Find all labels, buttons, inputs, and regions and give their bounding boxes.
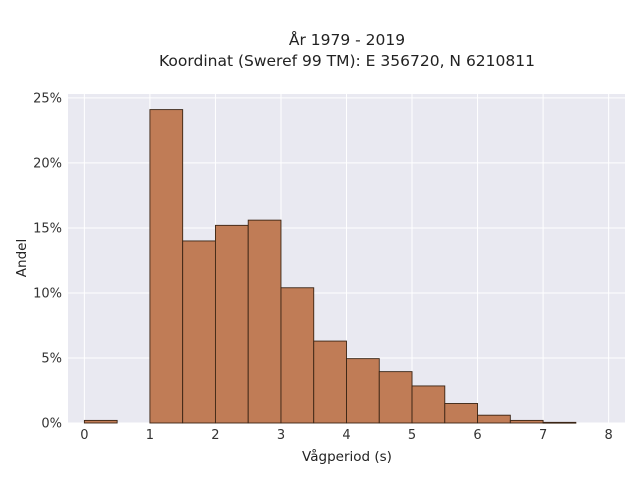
histogram-bar [444,403,479,424]
y-tick-label: 15% [33,221,62,236]
x-tick-label: 6 [473,428,481,443]
x-tick-label: 2 [211,428,219,443]
y-tick-label: 5% [41,351,62,366]
x-tick-label: 5 [408,428,416,443]
y-tick-label: 10% [33,286,62,301]
x-tick-label: 7 [539,428,547,443]
histogram-bar [149,109,184,424]
histogram-bar [477,414,511,424]
histogram-bar [313,340,347,424]
histogram-bar [247,219,282,424]
histogram-bar [509,419,544,424]
histogram-bar [214,224,249,424]
x-tick-label: 0 [80,428,88,443]
histogram-bar [378,371,413,424]
x-tick-label: 8 [604,428,612,443]
x-axis-label: Vågperiod (s) [302,448,392,465]
histogram-bar [280,287,315,424]
y-axis-label: Andel [14,239,30,277]
histogram-bar [542,421,577,424]
x-axis-ticks: 0 1 2 3 4 5 6 7 8 [80,428,613,443]
bars [83,109,577,424]
x-tick-label: 1 [146,428,154,443]
chart-title: År 1979 - 2019 [289,30,405,49]
chart-subtitle: Koordinat (Sweref 99 TM): E 356720, N 62… [159,52,535,70]
x-tick-label: 3 [277,428,285,443]
histogram-bar [411,385,446,424]
y-tick-label: 25% [33,91,62,106]
histogram-bar [83,419,118,424]
histogram-bar [346,358,380,424]
y-tick-label: 20% [33,156,62,171]
x-tick-label: 4 [342,428,350,443]
y-tick-label: 0% [41,417,62,432]
y-axis-ticks: 0% 5% 10% 15% 20% 25% [33,91,62,431]
histogram-bar [182,240,216,424]
